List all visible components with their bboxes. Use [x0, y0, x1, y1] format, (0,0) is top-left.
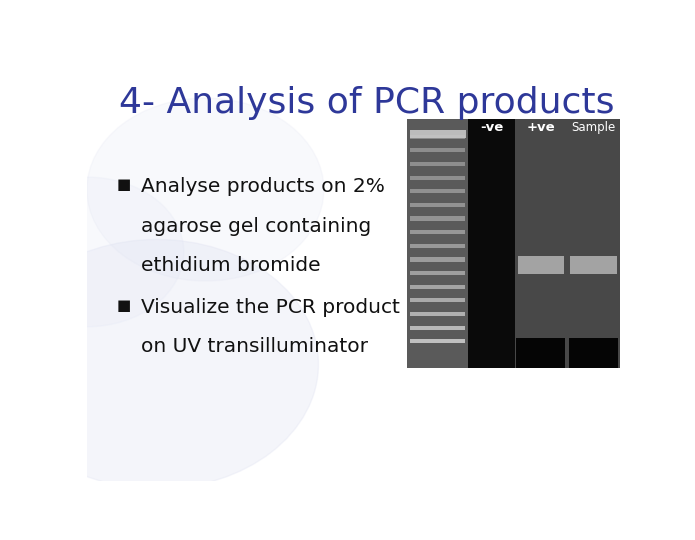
Text: on UV transilluminator: on UV transilluminator: [140, 337, 368, 356]
Text: +ve: +ve: [527, 121, 555, 134]
Bar: [410, 258, 465, 261]
Bar: [410, 203, 465, 207]
Bar: [410, 134, 465, 139]
Bar: [410, 162, 465, 166]
Text: -ve: -ve: [480, 121, 503, 134]
Bar: [410, 176, 465, 180]
Text: Analyse products on 2%: Analyse products on 2%: [140, 177, 384, 196]
Circle shape: [0, 177, 183, 327]
Bar: [407, 119, 468, 368]
Bar: [410, 244, 465, 248]
Bar: [570, 256, 617, 274]
Bar: [409, 130, 466, 138]
Bar: [468, 119, 515, 368]
Text: ■: ■: [117, 177, 131, 192]
Circle shape: [0, 239, 318, 489]
Text: agarose gel containing: agarose gel containing: [140, 217, 371, 235]
Circle shape: [87, 98, 324, 281]
Bar: [567, 119, 620, 368]
Text: Sample: Sample: [571, 121, 616, 134]
Bar: [410, 148, 465, 152]
Text: Visualize the PCR product: Visualize the PCR product: [140, 298, 400, 316]
Bar: [410, 189, 465, 193]
Text: ethidium bromide: ethidium bromide: [140, 256, 320, 275]
Text: 4- Analysis of PCR products: 4- Analysis of PCR products: [120, 85, 614, 119]
Bar: [410, 339, 465, 343]
Bar: [410, 326, 465, 330]
Bar: [516, 339, 565, 368]
Bar: [410, 217, 465, 221]
Bar: [410, 271, 465, 275]
Text: ■: ■: [117, 298, 131, 313]
Bar: [515, 119, 567, 368]
Bar: [410, 285, 465, 289]
Bar: [569, 339, 619, 368]
Bar: [410, 298, 465, 302]
Bar: [518, 256, 564, 274]
Bar: [410, 312, 465, 316]
Bar: [410, 230, 465, 234]
